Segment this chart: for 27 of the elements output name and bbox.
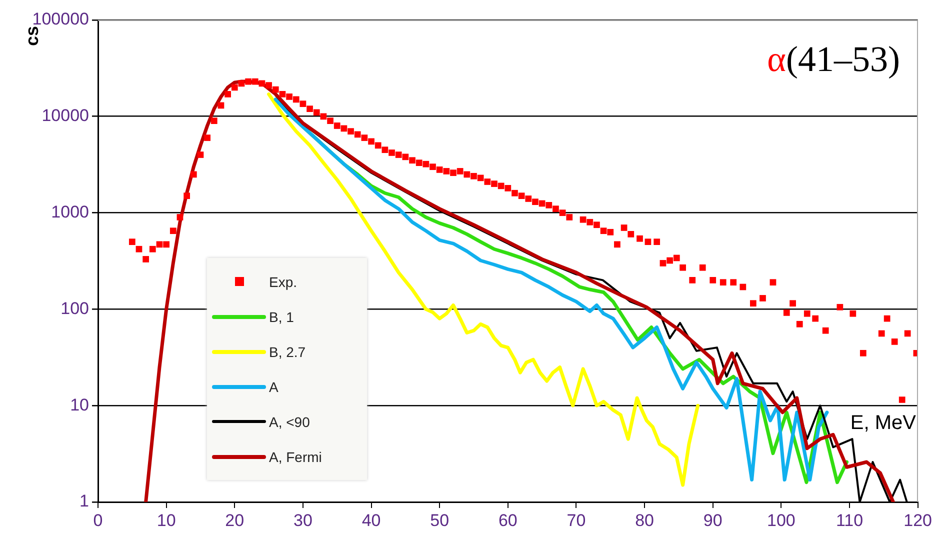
y-tick-label: 100 [60, 298, 89, 318]
x-tick-label: 50 [430, 510, 450, 530]
y-tick-label: 10 [70, 395, 89, 414]
y-tick-label: 1000 [51, 202, 89, 222]
x-tick-label: 80 [635, 510, 654, 530]
legend-label: Exp. [269, 274, 298, 290]
x-tick-label: 40 [362, 510, 381, 530]
x-tick-label: 100 [766, 510, 796, 530]
legend-label: A, Fermi [269, 448, 322, 464]
legend-label: A, <90 [269, 414, 310, 430]
legend-label: B, 1 [269, 308, 294, 324]
x-tick-label: 90 [703, 510, 722, 530]
y-tick-label: 1 [80, 492, 89, 511]
x-axis-title: E, MeV [850, 412, 916, 434]
x-tick-label: 30 [293, 510, 312, 530]
legend-label: B, 2.7 [269, 344, 306, 360]
x-tick-label: 120 [904, 510, 932, 530]
text: α(41–53) [767, 39, 900, 79]
y-tick-label: 10000 [42, 106, 89, 126]
x-tick-label: 20 [225, 510, 244, 530]
x-tick-label: 0 [93, 510, 103, 530]
legend-label: A [269, 378, 278, 394]
x-tick-label: 10 [156, 510, 176, 530]
x-tick-label: 60 [498, 510, 518, 530]
x-tick-label: 70 [566, 510, 586, 530]
y-axis-title: cs [22, 26, 42, 46]
x-tick-label: 110 [836, 510, 864, 530]
